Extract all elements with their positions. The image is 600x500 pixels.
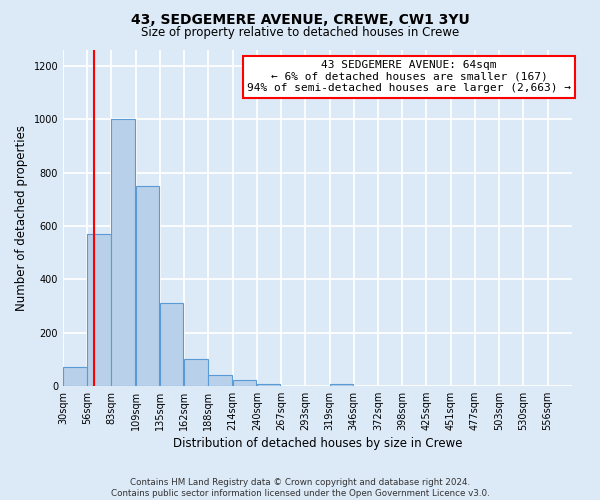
Bar bbox=[233, 380, 256, 386]
Bar bbox=[63, 367, 86, 386]
Text: Contains HM Land Registry data © Crown copyright and database right 2024.
Contai: Contains HM Land Registry data © Crown c… bbox=[110, 478, 490, 498]
Bar bbox=[160, 303, 184, 386]
Bar bbox=[329, 384, 353, 386]
Text: 43, SEDGEMERE AVENUE, CREWE, CW1 3YU: 43, SEDGEMERE AVENUE, CREWE, CW1 3YU bbox=[131, 12, 469, 26]
Y-axis label: Number of detached properties: Number of detached properties bbox=[15, 125, 28, 311]
Bar bbox=[112, 120, 135, 386]
X-axis label: Distribution of detached houses by size in Crewe: Distribution of detached houses by size … bbox=[173, 437, 462, 450]
Bar bbox=[87, 234, 111, 386]
Bar bbox=[257, 384, 280, 386]
Text: 43 SEDGEMERE AVENUE: 64sqm
← 6% of detached houses are smaller (167)
94% of semi: 43 SEDGEMERE AVENUE: 64sqm ← 6% of detac… bbox=[247, 60, 571, 94]
Bar bbox=[136, 186, 159, 386]
Text: Size of property relative to detached houses in Crewe: Size of property relative to detached ho… bbox=[141, 26, 459, 39]
Bar bbox=[184, 359, 208, 386]
Bar bbox=[208, 375, 232, 386]
